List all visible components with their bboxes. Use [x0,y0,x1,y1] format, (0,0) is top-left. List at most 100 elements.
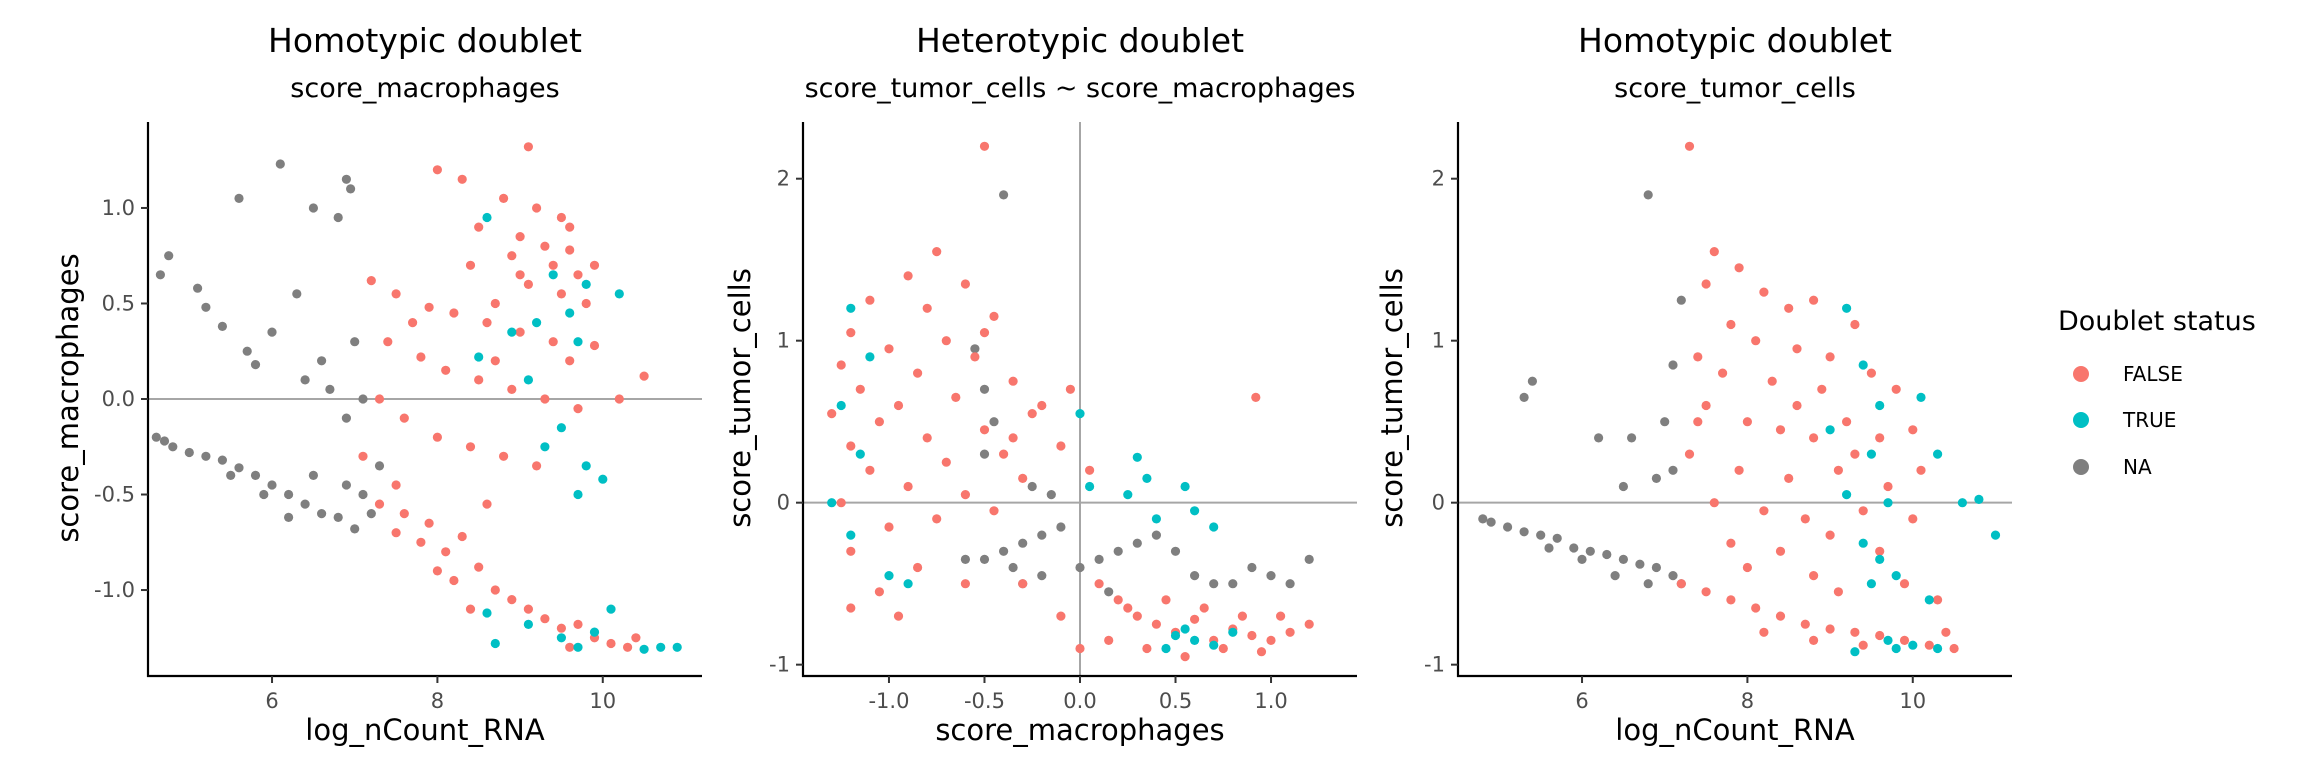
panel-1-point-na-33 [366,508,376,519]
panel-2-point-false-55 [1142,643,1152,654]
panel-1-point-na-1 [164,251,174,261]
panel-1-point-false-16 [581,298,591,309]
panel-1-point-na-34 [308,470,318,480]
panel-2-point-na-14 [1132,538,1142,548]
panel-1-point-false-56 [540,614,550,624]
panel-3-point-true-13 [1875,554,1885,565]
panel-3-y-tick-label-0: -1 [1424,653,1445,677]
panel-2-point-false-17 [1027,409,1037,419]
panel-3-point-na-18 [1585,546,1595,556]
panel-3-point-na-23 [1668,571,1678,581]
panel-3-point-false-14 [1767,376,1777,386]
panel-2-point-false-21 [846,441,856,451]
panel-1-x-tick-label-2: 10 [589,689,616,713]
panel-1-point-na-16 [325,384,335,394]
panel-3-point-true-21 [1933,643,1943,654]
panel-2-point-na-25 [1037,571,1047,581]
panel-1-point-false-33 [639,371,649,381]
panel-2-point-false-56 [1180,652,1190,662]
panel-3-point-na-14 [1519,527,1529,537]
panel-2-point-false-29 [1037,400,1047,411]
panel-1-point-false-9 [565,245,575,255]
panel-2-x-tick-label-3: 0.5 [1159,689,1192,713]
panel-2-point-na-16 [1170,546,1181,556]
panel-3-point-true-0 [1842,303,1852,313]
panel-1-point-na-38 [259,489,269,500]
panel-1-point-na-4 [217,321,227,331]
panel-3-point-false-57 [1941,627,1951,637]
panel-1-point-true-19 [589,627,600,637]
panel-2-point-false-32 [1085,465,1095,475]
panel-3-point-na-5 [1660,417,1670,427]
panel-3-point-true-8 [1883,498,1893,508]
panel-3-point-false-49 [1850,627,1860,637]
panel-2-point-false-1 [932,247,942,257]
panel-2-point-na-0 [999,190,1009,200]
panel-1-point-true-1 [548,270,558,280]
panel-1-point-na-13 [333,212,343,223]
panel-3-point-false-16 [1866,368,1876,378]
panel-3-point-na-28 [1643,579,1653,589]
panel-2-point-false-51 [1266,635,1276,646]
panel-1-point-false-21 [482,318,492,328]
panel-1-point-false-55 [523,604,534,614]
panel-2-point-true-4 [827,498,837,508]
panel-1-point-true-24 [490,638,500,649]
panel-2-point-false-28 [836,498,846,508]
panel-2-y-tick-label-2: 1 [777,329,790,353]
panel-1-point-true-0 [482,212,492,223]
panel-1-x-label: log_nCount_RNA [305,713,545,747]
panel-3-point-na-11 [1478,514,1488,524]
panel-1-point-true-3 [614,289,624,299]
panel-3-point-false-54 [1759,627,1769,637]
panel-1-point-false-6 [474,222,484,232]
panel-3-point-false-36 [1726,538,1736,548]
panel-2-point-false-0 [979,141,990,151]
panel-2-point-na-13 [1113,546,1123,556]
panel-1-point-na-25 [234,463,244,473]
panel-1-point-false-4 [532,203,542,213]
panel-1-point-false-17 [366,276,376,286]
panel-3-point-false-11 [1850,319,1860,330]
panel-3-point-false-58 [1833,587,1843,597]
panel-2-point-false-14 [855,384,865,394]
panel-1-point-na-14 [341,174,351,184]
panel-3-point-false-7 [1726,319,1736,330]
panel-2-point-false-23 [941,457,951,467]
panel-2-point-true-22 [1180,624,1190,634]
panel-1-point-false-42 [374,499,385,509]
panel-2-point-false-54 [1104,635,1114,646]
panel-1-point-false-8 [540,241,550,251]
panel-2-point-na-9 [1037,530,1047,540]
panel-1-point-false-0 [432,165,442,175]
panel-2-point-false-65 [1056,611,1066,621]
panel-2-point-false-45 [1151,619,1161,629]
panel-2-point-false-44 [1132,611,1142,621]
panel-2-point-false-42 [1094,579,1104,589]
panel-3-point-false-27 [1784,473,1794,483]
panel-1-point-false-3 [499,193,509,203]
panel-3-point-na-27 [1544,543,1554,553]
panel-1-point-false-26 [416,352,426,362]
panel-2-point-na-26 [1104,587,1114,597]
panel-2-title: Heterotypic doublet [916,21,1244,60]
panel-1-point-na-21 [168,442,178,452]
panel-1-point-na-29 [300,499,310,509]
panel-3-point-false-44 [1726,595,1736,605]
panel-3-point-false-17 [1891,384,1901,394]
panel-1-point-na-18 [350,337,360,347]
panel-1-point-false-18 [391,289,401,299]
panel-2-point-false-15 [951,392,961,402]
panel-2-point-false-34 [932,514,942,524]
panel-1-point-false-5 [556,212,567,223]
panel-2-point-true-9 [1085,481,1095,492]
panel-1-point-false-28 [474,375,484,385]
panel-3-point-true-7 [1842,490,1852,500]
panel-3-title: Homotypic doublet [1578,21,1892,60]
panel-3-point-false-15 [1817,384,1827,394]
panel-3-point-true-20 [1850,647,1860,657]
panel-1-point-true-11 [540,442,550,452]
panel-1-point-na-10 [292,289,302,299]
panel-2-point-na-22 [1285,579,1295,589]
panel-2-point-false-6 [989,311,999,321]
